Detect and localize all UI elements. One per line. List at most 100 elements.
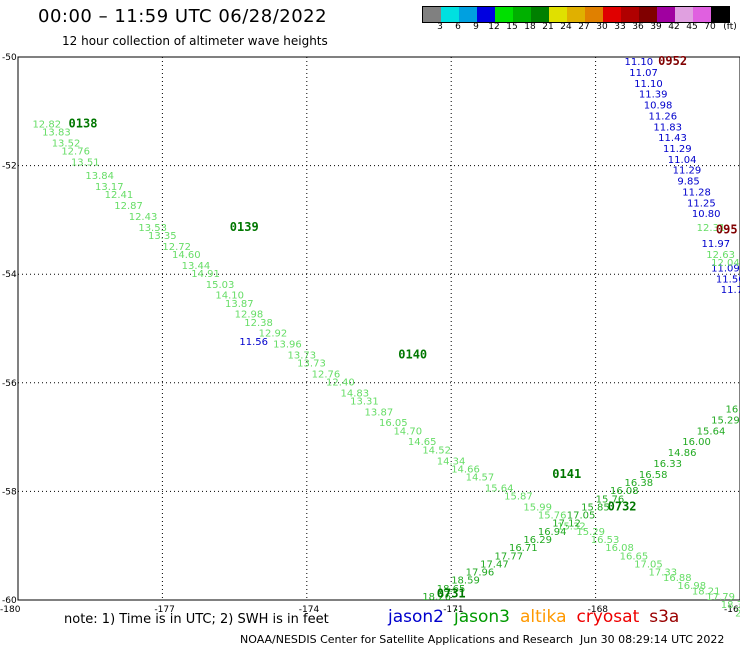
swh-value: 14.83 bbox=[340, 388, 369, 399]
swh-value: 17.05 bbox=[634, 559, 663, 570]
x-tick-label: -180 bbox=[0, 605, 21, 615]
swh-value: 14.70 bbox=[393, 426, 422, 437]
scale-swatch bbox=[495, 7, 513, 22]
swh-value: 14.66 bbox=[451, 464, 480, 475]
y-tick-label: -58 bbox=[2, 487, 17, 497]
swh-value: 11.50 bbox=[716, 274, 740, 285]
swh-value: 12.31 bbox=[697, 223, 726, 234]
swh-value: 12.87 bbox=[114, 201, 143, 212]
scale-label: 45 bbox=[686, 22, 698, 32]
swh-value: 13.44 bbox=[182, 261, 211, 272]
swh-value: 16.88 bbox=[663, 573, 692, 584]
swh-value: 16.08 bbox=[605, 543, 634, 554]
x-tick-label: -168 bbox=[588, 605, 609, 615]
swh-value: 15.76 bbox=[596, 494, 625, 505]
swh-value: 15.99 bbox=[523, 502, 552, 513]
swh-value: 14.10 bbox=[215, 291, 244, 302]
satellite-legend: jason2 jason3 altika cryosat s3a bbox=[388, 607, 679, 629]
scale-swatch bbox=[693, 7, 711, 22]
swh-value: 16.29 bbox=[523, 535, 552, 546]
generated-timestamp: Jun 30 08:29:14 UTC 2022 bbox=[580, 633, 725, 646]
legend-entry: jason3 bbox=[454, 607, 510, 627]
pass-label: 0138 bbox=[69, 117, 98, 131]
legend-entry: cryosat bbox=[576, 607, 640, 627]
scale-swatch bbox=[711, 7, 729, 22]
scale-label: 24 bbox=[560, 22, 572, 32]
swh-value: 17.12 bbox=[552, 519, 581, 530]
swh-value: 13.96 bbox=[273, 340, 302, 351]
swh-value: 18.65 bbox=[437, 584, 466, 595]
swh-value: 13.84 bbox=[85, 171, 114, 182]
swh-value: 17.96 bbox=[466, 568, 495, 579]
swh-value: 14.91 bbox=[191, 269, 220, 280]
scale-swatch bbox=[675, 7, 693, 22]
swh-value: 16.98 bbox=[677, 581, 706, 592]
swh-value: 17.33 bbox=[649, 568, 678, 579]
swh-value: 16.08 bbox=[610, 486, 639, 497]
scale-label: 12 bbox=[488, 22, 500, 32]
swh-value: 16.53 bbox=[591, 535, 620, 546]
swh-value: 11.43 bbox=[658, 133, 687, 144]
footnote: note: 1) Time is in UTC; 2) SWH is in fe… bbox=[64, 612, 329, 627]
swh-value: 16.94 bbox=[538, 527, 567, 538]
swh-value: 15.29 bbox=[576, 527, 605, 538]
chart-subtitle: 12 hour collection of altimeter wave hei… bbox=[62, 34, 328, 48]
swh-value: 13.87 bbox=[225, 299, 254, 310]
scale-label: 36 bbox=[632, 22, 644, 32]
swh-value: 11.25 bbox=[687, 198, 716, 209]
x-tick-label: -165 bbox=[724, 605, 740, 615]
swh-value: 12.76 bbox=[312, 369, 341, 380]
credit-line: NOAA/NESDIS Center for Satellite Applica… bbox=[240, 633, 574, 646]
swh-value: 12.41 bbox=[105, 190, 134, 201]
swh-value: 14.86 bbox=[668, 448, 697, 459]
swh-value: 11.10 bbox=[634, 79, 663, 90]
y-tick-label: -54 bbox=[2, 270, 17, 280]
swh-value: 11.28 bbox=[682, 187, 711, 198]
swh-value: 13.52 bbox=[52, 139, 81, 150]
swh-value: 16.65 bbox=[620, 551, 649, 562]
scale-swatch bbox=[459, 7, 477, 22]
swh-value: 15.76 bbox=[538, 511, 567, 522]
pass-label: 0140 bbox=[398, 347, 427, 361]
swh-value: 10.80 bbox=[692, 209, 721, 220]
swh-value: 17.77 bbox=[495, 551, 524, 562]
swh-value: 13.73 bbox=[297, 359, 326, 370]
swh-value: 16.29 bbox=[726, 405, 740, 416]
pass-label: 0139 bbox=[230, 220, 259, 234]
swh-value: 11.04 bbox=[668, 155, 697, 166]
x-tick-label: -171 bbox=[443, 605, 463, 615]
pass-label: 0141 bbox=[552, 467, 581, 481]
swh-value: 15.87 bbox=[504, 492, 533, 503]
scale-swatch bbox=[477, 7, 495, 22]
scale-label: 15 bbox=[506, 22, 518, 32]
x-tick-label: -177 bbox=[154, 605, 174, 615]
swh-value: 20.00 bbox=[735, 608, 740, 619]
swh-value: 15.03 bbox=[206, 280, 235, 291]
pass-label: 0732 bbox=[608, 499, 637, 513]
swh-value: 15.32 bbox=[557, 521, 586, 532]
legend-entry: altika bbox=[520, 607, 567, 627]
swh-value: 11.83 bbox=[653, 122, 682, 133]
swh-value: 14.57 bbox=[466, 473, 495, 484]
swh-value: 18.21 bbox=[692, 587, 721, 598]
swh-value: 15.29 bbox=[711, 416, 740, 427]
plot-frame bbox=[17, 56, 740, 601]
scale-swatch bbox=[639, 7, 657, 22]
swh-value: 9.85 bbox=[677, 177, 699, 188]
swh-value: 13.87 bbox=[365, 407, 394, 418]
scale-swatch bbox=[513, 7, 531, 22]
swh-value: 17.79 bbox=[706, 592, 735, 603]
swh-value: 15.64 bbox=[485, 483, 514, 494]
swh-value: 12.98 bbox=[235, 310, 264, 321]
chart-title: 00:00 – 11:59 UTC 06/28/2022 bbox=[38, 6, 328, 27]
legend-entry: jason2 bbox=[388, 607, 444, 627]
scale-label: (ft) bbox=[723, 22, 737, 32]
y-tick-label: -56 bbox=[2, 379, 17, 389]
scale-swatch bbox=[549, 7, 567, 22]
swh-value: 11.97 bbox=[701, 239, 730, 250]
swh-value: 16.38 bbox=[624, 478, 653, 489]
color-scale-labels: 3 6 9 12 15 18 21 24 27 30 33 36 39 42 45 70 (ft) bbox=[422, 22, 740, 36]
swh-value: 16.00 bbox=[682, 437, 711, 448]
swh-value: 11.26 bbox=[649, 111, 678, 122]
